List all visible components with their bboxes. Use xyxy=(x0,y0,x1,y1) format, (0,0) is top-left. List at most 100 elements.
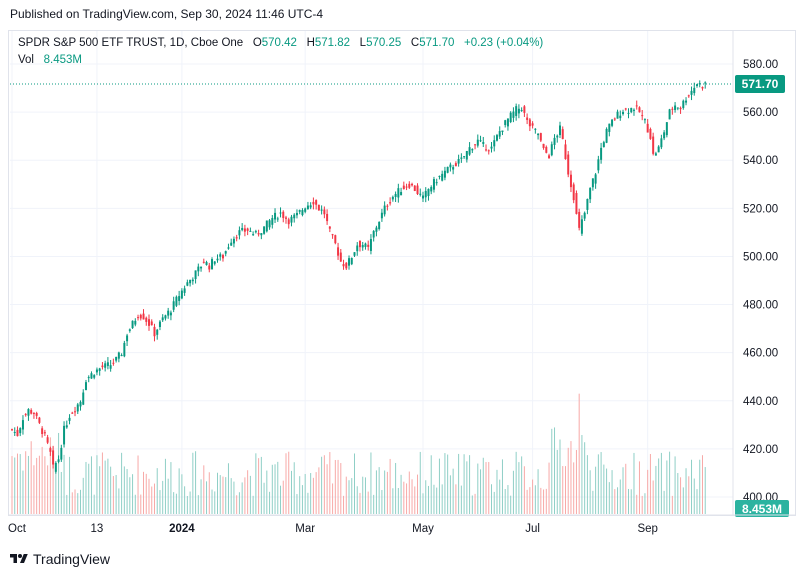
volume-bar xyxy=(351,478,353,514)
volume-bar xyxy=(564,466,566,514)
candle-body xyxy=(627,112,630,114)
candle-body xyxy=(446,166,449,173)
candle-body xyxy=(460,157,463,159)
volume-bar xyxy=(682,487,684,514)
candle-body xyxy=(252,234,255,236)
volume-bar xyxy=(143,471,145,514)
candle-body xyxy=(665,122,668,136)
volume-bar xyxy=(282,480,284,514)
candle-body xyxy=(608,123,611,132)
tradingview-footer: TradingView xyxy=(10,551,110,567)
volume-bar xyxy=(348,480,350,514)
volume-bar xyxy=(595,466,597,514)
candle-body xyxy=(41,428,44,435)
candle-body xyxy=(690,90,693,95)
volume-bar xyxy=(397,488,399,514)
volume-bar xyxy=(69,456,71,514)
candle-body xyxy=(443,170,446,178)
candle-body xyxy=(95,369,98,373)
candle-body xyxy=(65,425,68,428)
candle-body xyxy=(698,83,701,85)
candle-body xyxy=(216,258,219,261)
candle-body xyxy=(123,342,126,357)
candle-body xyxy=(131,320,134,329)
volume-bar xyxy=(447,454,449,514)
candle-body xyxy=(605,128,608,143)
candle-body xyxy=(290,216,293,223)
volume-bar xyxy=(200,479,202,514)
candle-body xyxy=(572,184,575,201)
volume-bar xyxy=(164,458,166,514)
y-tick-label: 580.00 xyxy=(743,59,778,71)
candle-body xyxy=(312,201,315,205)
candle-body xyxy=(148,319,150,326)
volume-bar xyxy=(669,451,671,514)
candle-body xyxy=(580,219,583,234)
volume-bar xyxy=(71,492,73,514)
last-price-badge xyxy=(735,74,785,93)
volume-bar xyxy=(567,447,569,514)
volume-bar xyxy=(671,495,673,514)
candle-body xyxy=(375,227,378,232)
volume-bar xyxy=(208,472,210,514)
candle-body xyxy=(676,107,679,109)
volume-bar xyxy=(559,439,561,514)
volume-bar xyxy=(285,453,287,514)
candle-body xyxy=(271,217,274,225)
candle-body xyxy=(405,186,408,188)
volume-bar xyxy=(499,479,501,514)
candle-body xyxy=(701,87,704,89)
volume-bar xyxy=(343,495,345,514)
volume-bar xyxy=(367,491,369,514)
candle-body xyxy=(452,167,455,170)
high-label: H xyxy=(306,37,315,49)
volume-bar xyxy=(290,470,292,514)
candle-body xyxy=(54,462,57,472)
volume-bar xyxy=(488,462,490,514)
candle-body xyxy=(274,212,277,220)
y-tick-label: 440.00 xyxy=(743,396,778,408)
volume-bar xyxy=(60,471,62,514)
candle-body xyxy=(112,362,115,364)
candle-body xyxy=(561,129,564,139)
volume-bar xyxy=(55,466,57,514)
candle-body xyxy=(685,100,688,103)
volume-label: Vol xyxy=(18,54,34,66)
volume-bar xyxy=(455,484,457,514)
candle-body xyxy=(101,365,104,368)
candle-body xyxy=(219,254,222,257)
volume-bar xyxy=(332,483,334,514)
volume-bar xyxy=(222,476,224,514)
candle-body xyxy=(427,188,430,197)
candle-body xyxy=(227,247,230,249)
candle-body xyxy=(46,437,49,443)
candle-body xyxy=(624,108,627,110)
volume-bar xyxy=(192,452,194,514)
candle-body xyxy=(468,147,471,155)
volume-bar xyxy=(444,453,446,514)
volume-bar xyxy=(345,476,347,514)
volume-bar xyxy=(356,486,358,514)
volume-bar xyxy=(299,476,301,514)
candle-body xyxy=(317,204,320,211)
candle-body xyxy=(402,185,405,190)
volume-bar xyxy=(584,442,586,514)
volume-bar xyxy=(258,458,260,514)
volume-bar xyxy=(649,454,651,514)
candle-body xyxy=(82,392,85,405)
volume-bar xyxy=(151,486,153,514)
candle-body xyxy=(457,159,460,164)
volume-bar xyxy=(597,454,599,514)
candle-body xyxy=(279,212,282,214)
volume-bar xyxy=(540,487,542,514)
candle-body xyxy=(602,142,605,148)
candle-body xyxy=(90,373,93,379)
chart-legend: SPDR S&P 500 ETF TRUST, 1D, Cboe One O57… xyxy=(18,35,543,69)
volume-bar xyxy=(592,490,594,514)
volume-bar xyxy=(680,477,682,514)
candle-body xyxy=(128,329,131,331)
volume-bar xyxy=(321,456,323,514)
footer-brand: TradingView xyxy=(33,551,111,567)
candle-body xyxy=(356,245,359,252)
